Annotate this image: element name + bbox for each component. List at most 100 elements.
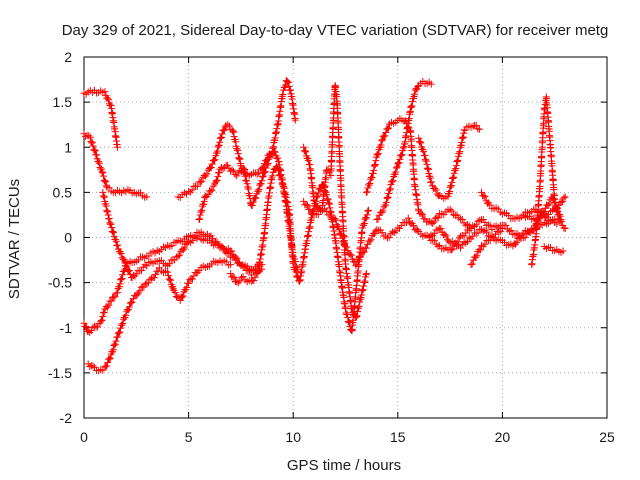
y-tick-label: 1.5	[53, 94, 73, 110]
data-point	[505, 227, 513, 235]
data-point	[381, 132, 389, 140]
data-point	[104, 94, 112, 102]
data-point	[393, 163, 401, 171]
data-point	[411, 86, 419, 94]
data-point	[450, 169, 458, 177]
data-point	[215, 141, 223, 149]
data-point	[460, 232, 468, 240]
data-point	[377, 141, 385, 149]
data-point	[469, 122, 477, 130]
data-point	[374, 150, 382, 158]
data-point	[117, 276, 125, 284]
data-point	[384, 125, 392, 133]
data-point	[385, 233, 393, 241]
data-point	[366, 237, 374, 245]
data-point	[194, 268, 202, 276]
data-point	[113, 242, 121, 250]
data-point	[232, 138, 240, 146]
data-point	[430, 218, 438, 226]
data-point	[185, 187, 193, 195]
y-tick-label: -0.5	[48, 275, 72, 291]
data-point	[557, 198, 565, 206]
data-point	[128, 298, 136, 306]
data-point	[486, 237, 494, 245]
data-point	[223, 250, 231, 258]
data-point	[101, 363, 109, 371]
data-point	[166, 275, 174, 283]
data-point	[291, 116, 299, 124]
data-point	[371, 161, 379, 169]
data-point	[447, 246, 455, 254]
data-point	[560, 194, 568, 202]
data-point	[448, 175, 456, 183]
data-point	[352, 262, 360, 270]
data-point	[378, 229, 386, 237]
data-point	[559, 247, 567, 255]
data-point	[434, 214, 442, 222]
data-point	[86, 133, 94, 141]
data-point	[82, 322, 90, 330]
data-point	[477, 242, 485, 250]
data-point	[483, 228, 491, 236]
data-point	[212, 178, 220, 186]
data-point	[396, 155, 404, 163]
data-point	[324, 166, 332, 174]
data-point	[481, 193, 489, 201]
series-track-12	[373, 77, 435, 223]
x-axis-label: GPS time / hours	[287, 457, 401, 474]
data-point	[275, 167, 283, 175]
data-point	[87, 327, 95, 335]
data-point	[354, 308, 362, 316]
data-point	[310, 196, 318, 204]
data-point	[446, 183, 454, 191]
data-point	[250, 276, 258, 284]
data-point	[374, 151, 382, 159]
series-track-5	[84, 257, 234, 375]
data-point	[126, 271, 134, 279]
data-point	[214, 147, 222, 155]
data-point	[557, 218, 565, 226]
data-point	[353, 312, 361, 320]
tick-layer: 0 5 10 15 20 25 -2 -1.5 -1 -0.5 0 0.5 1 1.5 2	[48, 49, 615, 445]
y-tick-label: -1.5	[48, 365, 72, 381]
data-point	[198, 202, 206, 210]
data-point	[90, 322, 98, 330]
data-point	[473, 252, 481, 260]
data-point	[216, 165, 224, 173]
series-track-18	[519, 193, 569, 224]
data-point	[360, 221, 368, 229]
data-point	[420, 147, 428, 155]
data-point	[172, 253, 180, 261]
data-point	[276, 171, 284, 179]
data-point	[216, 138, 224, 146]
data-point	[108, 224, 116, 232]
data-point	[455, 214, 463, 222]
data-point	[452, 165, 460, 173]
data-point	[474, 217, 482, 225]
data-point	[183, 239, 191, 247]
data-point	[437, 225, 445, 233]
data-point	[189, 275, 197, 283]
data-point	[363, 211, 371, 219]
data-point	[337, 231, 345, 239]
data-point	[121, 266, 129, 274]
data-point	[380, 203, 388, 211]
data-point	[109, 228, 117, 236]
data-point	[179, 292, 187, 300]
data-point	[203, 170, 211, 178]
data-point	[112, 337, 120, 345]
data-point	[106, 354, 114, 362]
data-point	[185, 279, 193, 287]
series-track-1	[80, 86, 121, 151]
data-point	[457, 244, 465, 252]
data-point	[301, 147, 309, 155]
data-point	[229, 127, 237, 135]
data-point	[364, 207, 372, 215]
data-point	[106, 219, 114, 227]
data-point	[554, 211, 562, 219]
data-point	[399, 144, 407, 152]
data-point	[230, 253, 238, 261]
data-point	[411, 90, 419, 98]
data-point	[357, 253, 365, 261]
data-point	[561, 224, 569, 232]
